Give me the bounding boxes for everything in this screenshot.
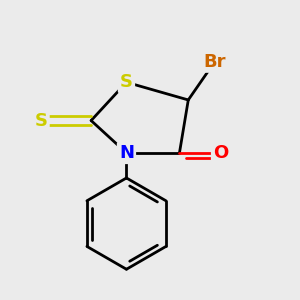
Text: Br: Br xyxy=(203,53,226,71)
Text: N: N xyxy=(119,144,134,162)
Text: S: S xyxy=(34,112,48,130)
Text: O: O xyxy=(213,144,228,162)
Text: S: S xyxy=(120,73,133,91)
